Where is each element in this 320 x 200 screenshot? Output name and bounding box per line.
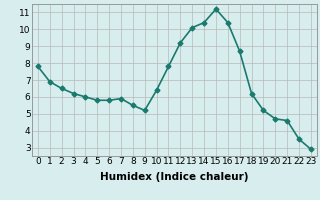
X-axis label: Humidex (Indice chaleur): Humidex (Indice chaleur) [100, 172, 249, 182]
